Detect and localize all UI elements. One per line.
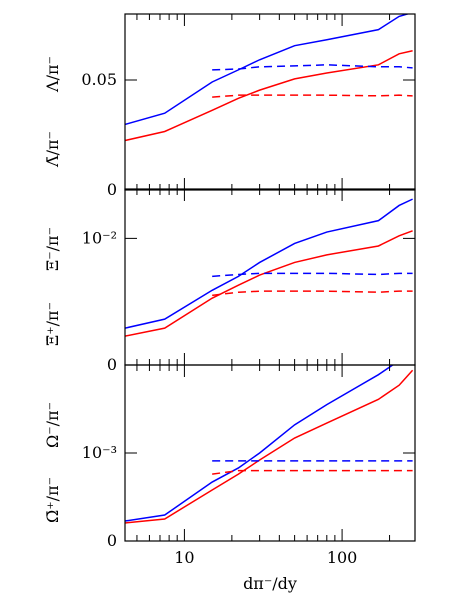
x-tick-label: 10 xyxy=(174,548,194,567)
y-axis-label: Ω̄⁺/π⁻ xyxy=(43,477,62,523)
line xyxy=(125,369,414,524)
dashed-line xyxy=(212,272,413,278)
y-tick-label: 0 xyxy=(107,180,117,199)
frame xyxy=(124,188,416,366)
line xyxy=(125,14,411,126)
y-tick-label: 0.05 xyxy=(81,70,117,89)
y-tick-label: 10⁻² xyxy=(82,228,117,247)
frame xyxy=(124,13,416,191)
line xyxy=(125,230,413,337)
x-axis-label: dπ⁻/dy xyxy=(243,574,297,593)
plot-area xyxy=(125,14,413,142)
line xyxy=(125,365,394,522)
y-axis-label: Λ̄/π⁻ xyxy=(43,131,62,168)
y-axis-label: Λ/π⁻ xyxy=(43,56,62,93)
dashed-line xyxy=(212,290,413,297)
y-axis-label: Ω⁻/π⁻ xyxy=(43,402,62,448)
y-tick-label: 0 xyxy=(107,531,117,550)
y-axis-label: Ξ⁻/π⁻ xyxy=(43,227,62,271)
y-axis-label: Ξ̄⁺/π⁻ xyxy=(43,302,62,346)
plot-area xyxy=(125,365,414,524)
plot-area xyxy=(125,198,413,337)
x-tick-label: 100 xyxy=(327,548,358,567)
y-tick-label: 10⁻³ xyxy=(82,443,117,462)
y-tick-label: 0 xyxy=(107,355,117,374)
dashed-line xyxy=(212,94,413,98)
dashed-line xyxy=(212,469,413,475)
line xyxy=(125,198,413,329)
line xyxy=(125,50,413,142)
dashed-line xyxy=(212,64,413,71)
